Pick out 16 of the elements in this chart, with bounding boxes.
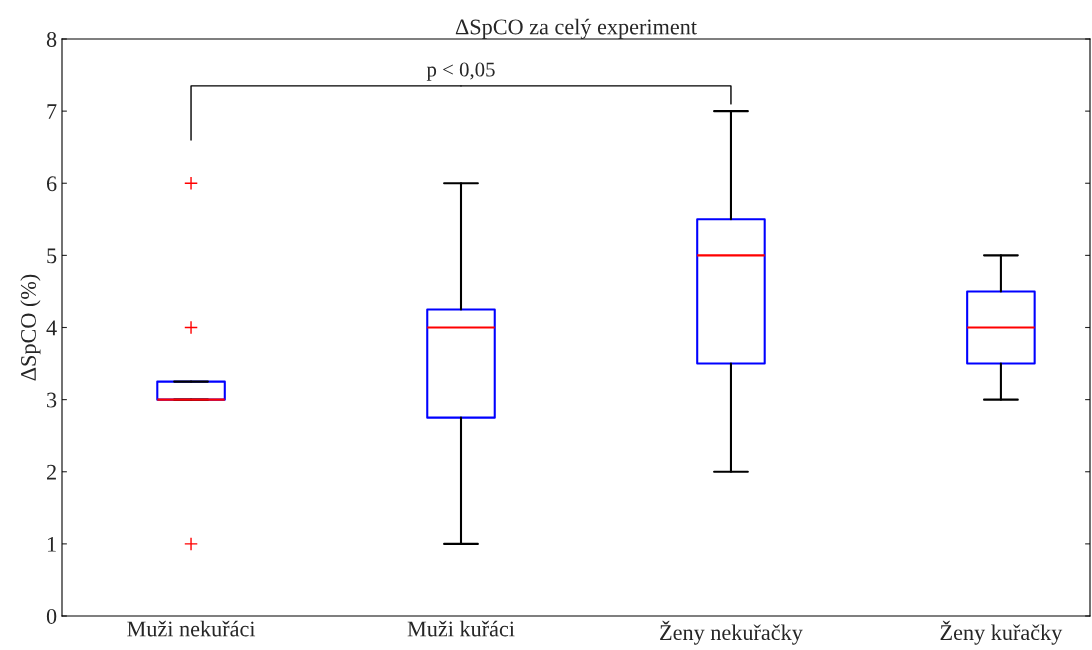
chart-title: ΔSpCO za celý experiment [455, 18, 697, 39]
x-tick-label: Ženy nekuřačky [660, 620, 803, 645]
y-tick-label: 8 [46, 31, 57, 47]
y-tick-label: 4 [46, 320, 57, 336]
y-tick-label: 3 [47, 392, 57, 408]
y-tick-label: 2 [47, 464, 56, 480]
annotation: p < 0,05 [426, 62, 495, 81]
y-tick-label: 5 [47, 248, 57, 264]
y-tick-label: 6 [46, 176, 57, 192]
y-axis-title: ΔSpCO (%) [20, 274, 41, 381]
x-tick-label: Ženy kuřačky [940, 620, 1063, 645]
x-tick-label: Muži nekuřáci [127, 620, 256, 637]
x-tick-label: Muži kuřáci [407, 620, 515, 637]
y-tick-label: 0 [46, 608, 57, 624]
y-tick-label: 1 [47, 536, 56, 552]
y-tick-label: 7 [47, 104, 57, 119]
